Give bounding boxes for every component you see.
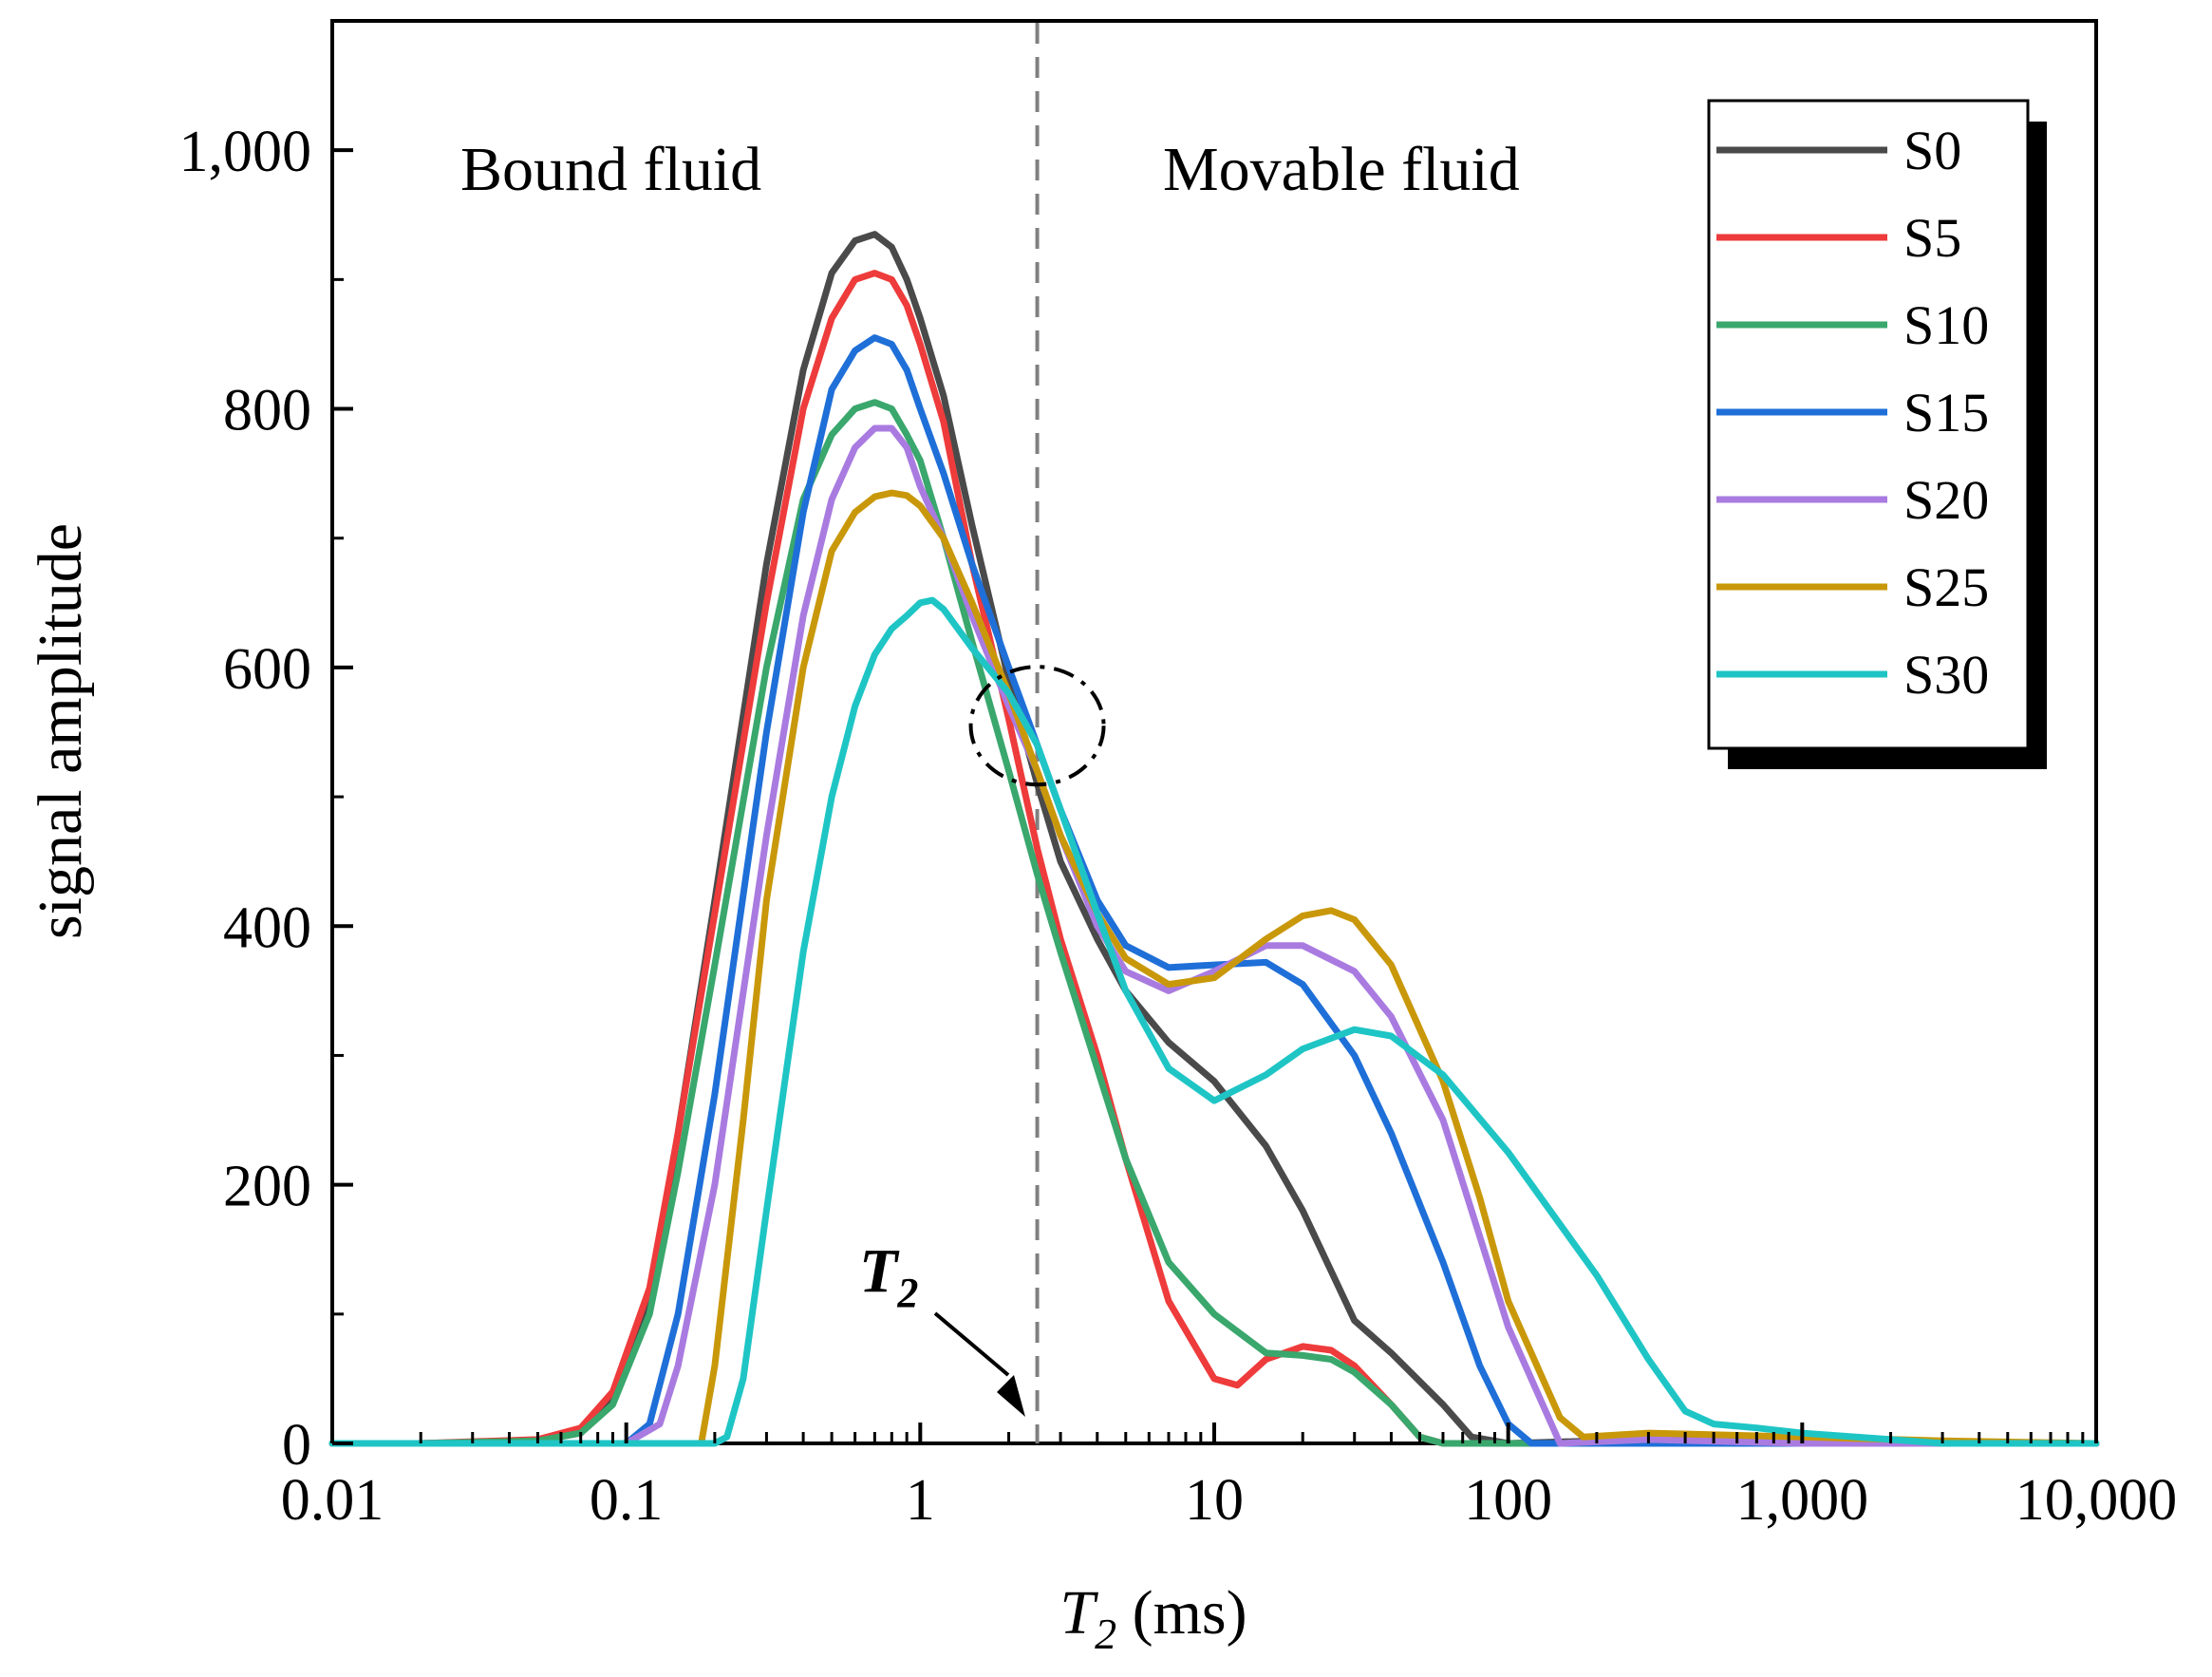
axis-ticks: 0.01 0.1 1 10 100 1,000 10,000 0 200 400 600 800 1,0…: [179, 120, 2178, 1533]
legend-box: [1707, 99, 2030, 750]
x-tick-label: 10,000: [2015, 1468, 2178, 1533]
cutoff-t2-subscript: 2: [896, 1270, 918, 1316]
x-axis-symbol: T: [1059, 1578, 1098, 1648]
y-tick-label: 600: [223, 637, 311, 702]
x-tick-label: 100: [1464, 1468, 1552, 1533]
region-label-bound-fluid: Bound fluid: [460, 135, 761, 204]
legend-label-s10: S10: [1903, 294, 1989, 356]
legend-label-s25: S25: [1903, 556, 1989, 618]
y-tick-label: 200: [223, 1155, 311, 1219]
legend-label-s20: S20: [1903, 469, 1989, 531]
legend-label-s30: S30: [1903, 644, 1989, 706]
y-tick-label: 400: [223, 895, 311, 960]
series-line-s10: [328, 399, 2100, 1447]
cutoff-arrow-shaft: [933, 1311, 1010, 1377]
x-tick-label: 0.1: [590, 1468, 664, 1533]
x-tick-label: 1,000: [1736, 1468, 1869, 1533]
x-tick-label: 1: [906, 1468, 935, 1533]
x-tick-label: 10: [1185, 1468, 1244, 1533]
cutoff-t2-label: T2: [859, 1236, 918, 1316]
series-line-s25: [328, 489, 2100, 1447]
x-axis-title: T2 (ms): [1059, 1578, 1247, 1658]
y-axis-title: signal amplitude: [26, 523, 95, 939]
legend-label-s15: S15: [1903, 382, 1989, 443]
cutoff-t2-symbol: T: [859, 1236, 900, 1306]
series-layer: [328, 23, 2100, 1447]
y-tick-label: 0: [282, 1413, 311, 1478]
highlight-ellipse: [968, 665, 1106, 787]
y-tick-label: 1,000: [179, 120, 312, 184]
legend-label-s0: S0: [1903, 120, 1961, 181]
region-label-movable-fluid: Movable fluid: [1163, 135, 1520, 204]
cutoff-arrow-head: [997, 1375, 1025, 1417]
legend-items: S0 S5 S10 S15 S20 S25 S30: [1716, 120, 1989, 706]
legend-label-s5: S5: [1903, 207, 1961, 269]
legend: S0 S5 S10 S15 S20 S25 S30: [1707, 99, 2047, 769]
series-line-s30: [328, 596, 2100, 1447]
x-axis-subscript: 2: [1095, 1610, 1116, 1658]
x-tick-label: 0.01: [281, 1468, 384, 1533]
series-line-s15: [328, 334, 2100, 1447]
x-axis-unit: (ms): [1116, 1578, 1247, 1648]
y-tick-label: 800: [223, 379, 311, 443]
